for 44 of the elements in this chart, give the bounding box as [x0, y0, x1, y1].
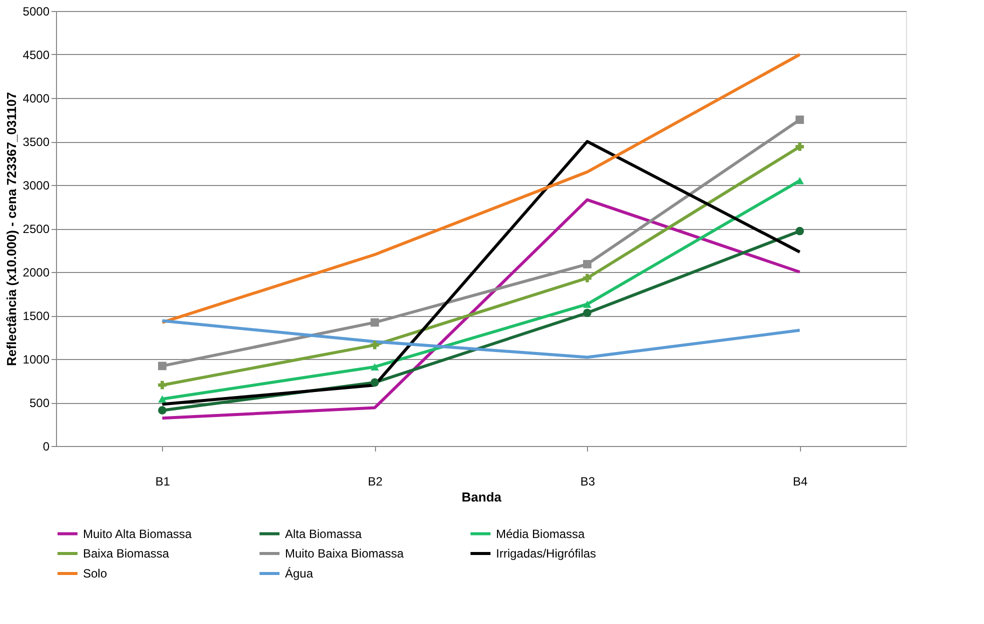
point: [796, 142, 804, 151]
line-series: [160, 53, 802, 324]
y-tick-label: 2500: [22, 222, 50, 236]
x-tick-label: B4: [792, 474, 808, 488]
point: [370, 340, 379, 350]
legend-label: Água: [285, 566, 314, 580]
legend-label: Solo: [83, 566, 108, 580]
point: [158, 362, 166, 370]
point: [796, 226, 804, 236]
y-axis-title: Reflectância (x10.000) - cena 723367_031107: [4, 92, 19, 366]
legend-label: Muito Baixa Biomassa: [285, 546, 404, 560]
x-tick-label: B3: [580, 474, 596, 488]
y-tick-label: 500: [29, 396, 50, 410]
y-tick-label: 3500: [22, 135, 50, 149]
point: [583, 260, 592, 268]
y-tick-label: 4000: [22, 92, 50, 106]
legend-label: Baixa Biomassa: [83, 546, 170, 560]
point: [796, 116, 804, 124]
point: [796, 177, 804, 184]
x-tick-label: B2: [368, 474, 383, 488]
point: [370, 318, 379, 327]
point: [583, 274, 592, 282]
legend-label: Média Biomassa: [496, 526, 586, 541]
point: [370, 378, 379, 387]
y-tick-label: 4500: [22, 48, 50, 62]
point: [158, 406, 166, 415]
legend-label: Irrigadas/Higrófilas: [496, 546, 596, 560]
y-tick-label: 1000: [22, 352, 50, 366]
x-axis-title: Banda: [462, 490, 502, 504]
y-tick-label: 1500: [22, 309, 50, 323]
point: [370, 363, 379, 370]
point: [158, 395, 166, 403]
line-series: [160, 198, 802, 420]
y-tick-label: 3000: [22, 178, 50, 192]
x-tick-label: B1: [155, 474, 170, 488]
legend-label: Muito Alta Biomassa: [83, 526, 192, 541]
point: [583, 308, 592, 318]
y-tick-label: 5000: [22, 4, 50, 18]
line-series: [160, 319, 802, 359]
y-tick-label: 2000: [22, 266, 50, 280]
y-tick-label: 0: [42, 440, 50, 454]
point: [158, 380, 166, 390]
point: [583, 300, 592, 308]
legend-label: Alta Biomassa: [285, 526, 362, 541]
